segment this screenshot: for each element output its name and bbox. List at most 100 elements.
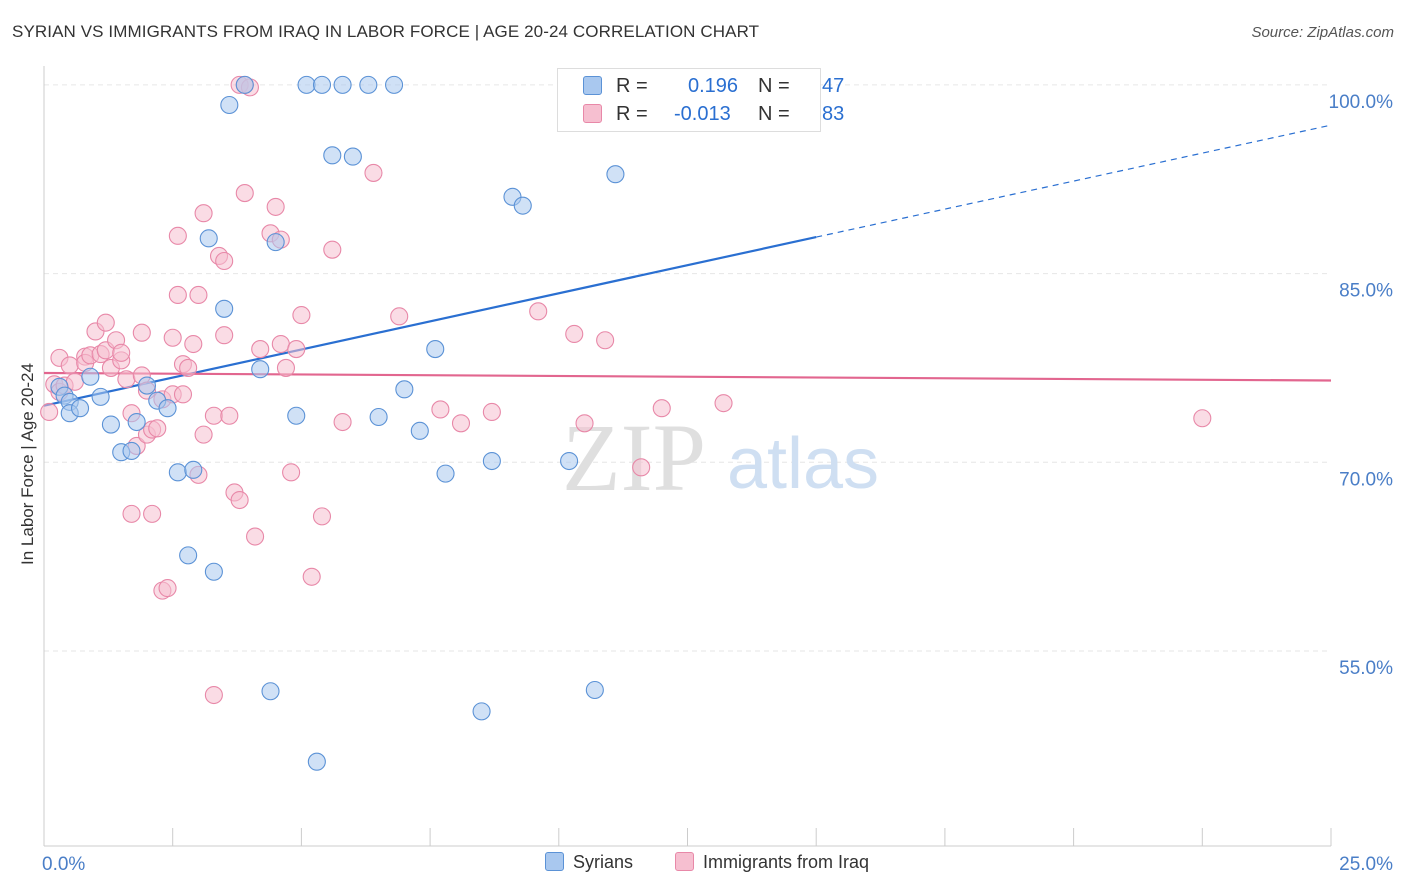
- syrian-point: [312, 75, 332, 94]
- watermark: ZIP atlas: [562, 404, 879, 511]
- syrians-n-value: 47: [822, 74, 845, 97]
- syrian-point: [385, 75, 404, 94]
- syrian-point: [513, 196, 532, 215]
- correlation-legend: R = 0.196 N = 47 R = -0.013 N = 83: [557, 68, 844, 132]
- iraq-point: [158, 579, 177, 598]
- chart-title: SYRIAN VS IMMIGRANTS FROM IRAQ IN LABOR …: [12, 22, 760, 41]
- syrian-point: [122, 441, 141, 461]
- iraq-point: [364, 163, 383, 182]
- iraq-point: [596, 331, 615, 350]
- bottom-legend-syrians: Syrians: [545, 852, 633, 873]
- iraq-r-value: -0.013: [674, 102, 731, 125]
- gridlines: [44, 84, 1331, 652]
- iraq-point: [276, 358, 296, 377]
- bottom-iraq-label: Immigrants from Iraq: [703, 852, 870, 872]
- iraq-point: [132, 323, 151, 342]
- iraq-point: [287, 340, 306, 359]
- iraq-n-label: N =: [758, 102, 790, 125]
- syrian-point: [307, 752, 326, 771]
- syrian-point: [297, 75, 316, 94]
- iraq-point: [251, 340, 270, 359]
- syrian-point: [179, 546, 198, 565]
- syrian-points: [50, 75, 625, 771]
- syrian-point: [343, 147, 362, 166]
- iraq-point: [168, 226, 187, 245]
- iraq-point: [215, 251, 234, 271]
- iraq-point: [632, 458, 651, 477]
- syrian-point: [410, 421, 429, 440]
- iraq-point: [189, 285, 208, 305]
- source-credit: Source: ZipAtlas.com: [1251, 24, 1394, 41]
- syrian-point: [91, 387, 110, 406]
- bottom-iraq-swatch: [675, 852, 694, 871]
- syrians-n-label: N =: [758, 74, 790, 97]
- iraq-trendline: [43, 371, 1332, 382]
- syrian-point: [81, 367, 100, 386]
- x-tick-label: 25.0%: [1339, 854, 1393, 875]
- iraq-point: [179, 358, 198, 377]
- iraq-point: [168, 285, 187, 305]
- iraq-point: [266, 197, 285, 216]
- iraq-point: [215, 326, 234, 345]
- iraq-n-value: 83: [822, 102, 845, 125]
- iraq-point: [220, 406, 239, 425]
- syrian-point: [158, 399, 177, 418]
- syrians-r-value: 0.196: [688, 74, 739, 97]
- syrians-swatch: [583, 76, 602, 95]
- iraq-point: [40, 402, 59, 422]
- syrian-point: [395, 380, 414, 399]
- iraq-point: [575, 414, 594, 433]
- syrians-r-label: R =: [616, 74, 648, 97]
- syrian-point: [204, 562, 223, 581]
- iraq-point: [122, 504, 141, 523]
- iraq-point: [246, 527, 265, 546]
- syrian-point: [235, 75, 254, 94]
- syrian-point: [70, 399, 90, 418]
- syrian-point: [472, 702, 491, 721]
- syrian-point: [606, 165, 625, 184]
- iraq-point: [235, 184, 254, 203]
- iraq-point: [194, 204, 213, 223]
- syrian-point: [333, 75, 352, 94]
- axes: [43, 66, 1332, 847]
- iraq-point: [565, 324, 584, 344]
- syrians-trendline: [43, 236, 817, 407]
- x-tick-label: 0.0%: [42, 854, 85, 875]
- y-tick-label: 100.0%: [1329, 92, 1394, 113]
- syrian-point: [101, 415, 120, 434]
- syrian-point: [323, 146, 342, 165]
- iraq-point: [652, 399, 671, 418]
- iraq-point: [230, 490, 249, 510]
- iraq-point: [117, 370, 136, 389]
- syrian-point: [261, 682, 280, 701]
- bottom-syrians-swatch: [545, 852, 564, 871]
- syrian-point: [127, 412, 146, 432]
- iraq-point: [482, 402, 501, 422]
- iraq-r-label: R =: [616, 102, 648, 125]
- iraq-point: [1193, 409, 1212, 428]
- iraq-point: [714, 394, 733, 413]
- iraq-point: [271, 334, 290, 354]
- iraq-point: [451, 414, 471, 433]
- syrian-point: [359, 75, 378, 94]
- trendlines: [43, 124, 1332, 407]
- syrian-point: [369, 407, 388, 427]
- syrian-point: [436, 464, 455, 483]
- iraq-point: [173, 385, 193, 404]
- iraq-point: [282, 463, 301, 482]
- iraq-point: [302, 567, 321, 586]
- bottom-syrians-label: Syrians: [573, 852, 634, 872]
- syrian-point: [215, 299, 234, 318]
- syrian-point: [184, 460, 203, 479]
- iraq-points: [40, 75, 1212, 705]
- iraq-point: [333, 412, 352, 432]
- iraq-point: [323, 240, 342, 259]
- iraq-point: [431, 400, 450, 419]
- syrian-point: [199, 229, 218, 248]
- y-tick-label: 70.0%: [1339, 469, 1393, 490]
- syrian-point: [426, 340, 445, 359]
- syrian-point: [168, 463, 187, 482]
- y-tick-label: 55.0%: [1339, 658, 1393, 679]
- syrian-point: [266, 233, 285, 252]
